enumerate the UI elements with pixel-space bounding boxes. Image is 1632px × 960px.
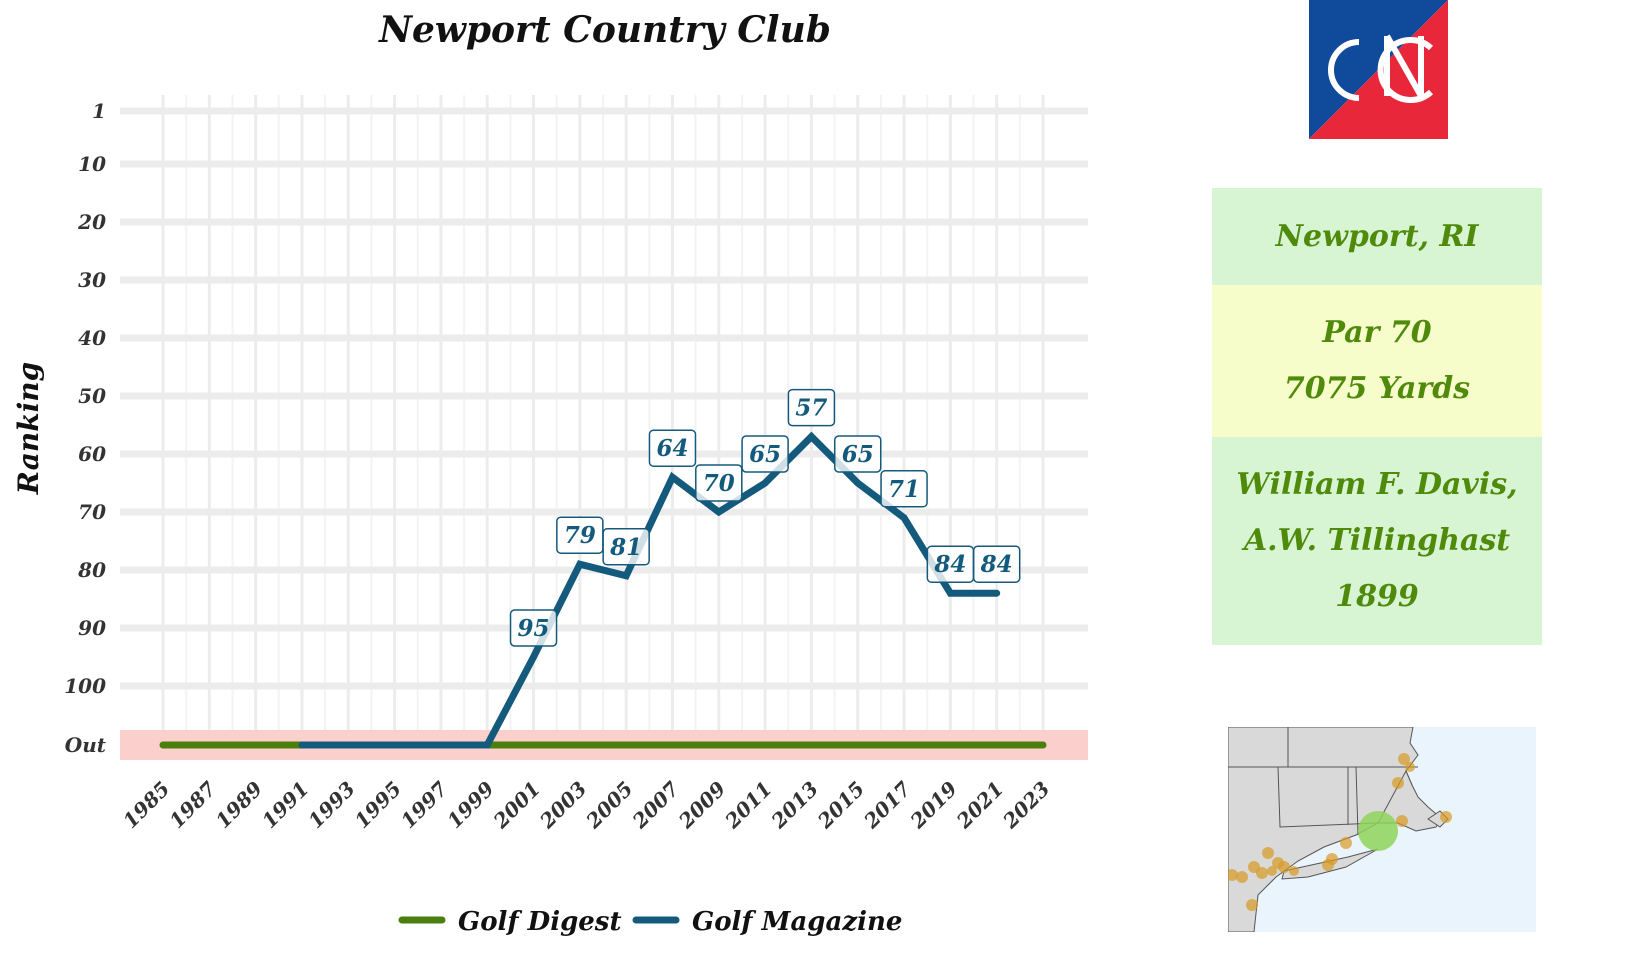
data-label: 81 [602,528,650,566]
ncc-logo-icon [1309,0,1448,139]
data-label-box [509,609,558,647]
data-labels: 95 79 81 64 70 65 57 65 71 84 84 [509,388,1021,647]
data-label-box [972,545,1021,583]
data-label-box [695,464,743,502]
data-label-box [741,435,789,473]
series-lines [159,431,1047,749]
new-england-map-icon [1226,726,1536,933]
data-label-box [602,528,650,566]
x-tick-label: 2013 [766,777,823,834]
x-tick-label: 2021 [951,777,1008,834]
y-tick-label: 20 [77,210,106,234]
data-label: 84 [972,545,1021,583]
data-label-text: 79 [564,522,596,549]
legend-label-0: Golf Digest [458,907,621,937]
y-tick-label: 1 [92,99,106,123]
data-label-box [880,470,928,508]
y-tick-label: 40 [78,326,106,350]
y-axis-label: Ranking [12,362,45,495]
y-tick-label: 50 [78,384,106,408]
architect-panel: William F. Davis, A.W. Tillinghast 1899 [1212,437,1542,645]
y-tick-label: 10 [78,152,106,176]
data-label-text: 71 [888,476,920,503]
location-panel: Newport, RI [1212,188,1542,285]
data-label: 79 [556,516,604,554]
location-map [1226,726,1536,933]
y-tick-label: 80 [77,558,106,582]
data-label-box [833,435,882,473]
x-tick-label: 1991 [257,777,313,833]
data-label-text: 95 [518,615,550,642]
x-tick-label: 1987 [165,777,221,833]
data-label-text: 57 [795,395,827,422]
data-label-box [787,388,836,427]
x-tick-label: 1993 [303,777,359,833]
x-tick-label: 1989 [211,777,267,833]
data-label-text: 84 [980,551,1013,578]
y-tick-label: 60 [78,442,106,466]
series-line-1 [298,431,1001,749]
par-text: Par 70 [1322,315,1432,350]
data-label: 71 [880,470,928,508]
y-axis-ticks: 1 10 20 30 40 50 60 70 80 90 100 Out [64,99,107,757]
data-label-text: 84 [933,551,966,578]
course-panel: Par 70 7075 Yards [1212,285,1542,437]
data-label: 57 [787,388,836,427]
y-tick-label: 100 [64,674,106,698]
data-label-text: 65 [842,441,874,468]
data-label-text: 65 [749,441,781,468]
x-tick-label: 2003 [534,777,591,834]
newport-location-marker [1358,811,1398,851]
x-tick-label: 2005 [581,777,638,834]
data-label-box [648,429,697,467]
legend: Golf Digest Golf Magazine [398,907,902,937]
data-label: 64 [648,429,697,467]
x-tick-label: 2015 [812,777,869,834]
y-tick-label: Out [65,733,107,757]
x-tick-label: 2007 [627,777,684,834]
data-label: 95 [509,609,558,647]
y-tick-label: 90 [78,616,106,640]
grid [120,95,1088,760]
x-tick-label: 1999 [442,777,498,833]
data-label: 65 [741,435,789,473]
data-label: 65 [833,435,882,473]
x-tick-label: 2001 [488,777,545,834]
x-tick-label: 2017 [859,777,916,834]
architect-line-1: William F. Davis, [1236,467,1518,502]
y-tick-label: 70 [78,500,106,524]
data-label-text: 64 [656,435,688,462]
x-tick-label: 2019 [905,777,962,834]
data-label-text: 81 [609,534,642,561]
architect-line-2: A.W. Tillinghast [1243,523,1511,558]
data-label: 84 [926,545,975,583]
x-tick-label: 2023 [997,777,1054,834]
location-text: Newport, RI [1275,218,1479,254]
year-built: 1899 [1335,579,1419,614]
chart-title: Newport Country Club [378,9,831,51]
x-axis-ticks: 1985198719891991199319951997199920012003… [118,777,1054,834]
x-tick-label: 1997 [396,777,452,833]
legend-label-1: Golf Magazine [692,907,902,937]
data-label-text: 70 [703,470,735,497]
x-tick-label: 1985 [118,777,174,833]
y-tick-label: 30 [78,268,106,292]
club-logo [1309,0,1448,139]
x-tick-label: 2009 [673,777,730,834]
x-tick-label: 1995 [350,777,406,833]
data-label: 70 [695,464,743,502]
x-tick-label: 2011 [720,777,777,834]
yards-text: 7075 Yards [1283,371,1471,406]
